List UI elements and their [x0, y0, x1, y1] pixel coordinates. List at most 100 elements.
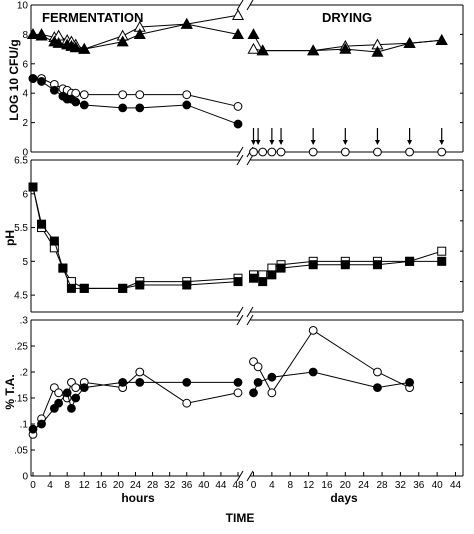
- panel-0-series-3-fermentation-point-8: [118, 103, 128, 113]
- panel-2-series-0-fermentation-point-10: [182, 398, 192, 408]
- panel-1-series-1-fermentation-point-4: [66, 283, 76, 293]
- xtick-label-days-8: 32: [395, 480, 407, 491]
- panel-0-series-2-fermentation-point-11: [233, 102, 243, 111]
- xtick-label-days-6: 24: [358, 480, 370, 491]
- plot-data: [26, 9, 448, 439]
- top-panel-arrows: [251, 128, 445, 145]
- x-title: TIME: [226, 511, 255, 525]
- panel-2-series-1-fermentation-point-6: [71, 393, 81, 403]
- panel-0-series-3-fermentation-point-9: [135, 103, 145, 113]
- panel-0-series-1-drying-point-6: [435, 34, 448, 45]
- panel-2-series-0-drying: [249, 326, 414, 398]
- panel-1-ytick-label-0: 4.5: [14, 291, 28, 302]
- panel-0-series-2-drying-point-0: [249, 147, 258, 157]
- xtick-label-hours-6: 24: [130, 480, 142, 491]
- panel-0-series-1-fermentation-point-8: [116, 35, 129, 47]
- panel-0-series-3-fermentation-point-11: [233, 119, 243, 129]
- panel-1-series-1-drying-point-6: [372, 260, 382, 270]
- arrow-head-8: [439, 140, 445, 145]
- panel-0-series-1-drying-point-2: [307, 44, 320, 56]
- panel-0-series-0-fermentation-point-11: [231, 9, 245, 20]
- panel-0-series-1-fermentation: [26, 17, 245, 54]
- arrow-head-2: [269, 140, 275, 145]
- arrow-head-4: [310, 140, 316, 145]
- xtick-label-hours-11: 44: [215, 480, 227, 491]
- panel-1-ytick-label-3: 6: [22, 189, 28, 200]
- panel-1-series-1-drying-point-7: [405, 256, 415, 266]
- ylabel-top: LOG 10 CFU/g: [7, 39, 21, 120]
- panel-2-series-1-drying-point-2: [267, 372, 277, 382]
- panel-1-series-1-fermentation-point-5: [79, 283, 89, 293]
- panel-0-ytick-label-4: 8: [22, 30, 28, 41]
- panel-0-series-0-drying-point-0: [247, 42, 260, 54]
- panel-0-series-1-fermentation-point-11: [231, 28, 245, 40]
- panel-2-series-1-fermentation-point-8: [118, 378, 128, 387]
- panel-0-series-3-fermentation-point-6: [71, 97, 81, 107]
- panel-1-series-1-fermentation-point-7: [135, 280, 145, 290]
- xtick-label-hours-8: 32: [164, 480, 176, 491]
- panel-0-series-2-fermentation-point-8: [118, 90, 128, 100]
- panel-0-series-2-fermentation-point-10: [182, 90, 192, 100]
- panel-1-series-1-fermentation-point-3: [58, 263, 68, 273]
- panel-1-series-1-fermentation-point-1: [37, 219, 47, 229]
- panel-1-series-1-drying-point-1: [258, 277, 268, 287]
- panel-1-series-1-fermentation-line: [32, 186, 239, 289]
- panel-2-ytick-label-4: .2: [20, 368, 29, 379]
- panel-2-series-1-fermentation-point-5: [67, 404, 76, 413]
- panel-2-ytick-label-3: .15: [14, 394, 28, 405]
- panel-2-series-1-fermentation-line: [32, 381, 238, 430]
- panel-2-series-1-drying-point-0: [249, 388, 258, 398]
- panel-0-series-1-fermentation-point-1: [35, 29, 48, 41]
- xtick-label-days-5: 20: [340, 480, 352, 491]
- panel-1-series-1-fermentation-point-0: [28, 182, 38, 192]
- xtick-label-hours-0: 0: [30, 480, 36, 491]
- panel-2-series-1-fermentation-point-4: [62, 388, 72, 398]
- panel-0-series-2-drying-point-1: [258, 147, 268, 157]
- panel-2-break-l-1: [236, 470, 244, 482]
- panel-2-series-1-drying-point-4: [373, 383, 382, 393]
- panel-1-series-1-drying-point-8: [437, 256, 447, 266]
- xtick-label-days-3: 12: [303, 480, 315, 491]
- panel-1-series-1-fermentation-point-8: [182, 280, 192, 290]
- xtick-label-days-1: 4: [269, 480, 275, 491]
- panel-2-ytick-label-0: 0: [22, 472, 28, 483]
- panel-0-series-2-drying-point-3: [276, 147, 286, 157]
- panel-0-break-l-1: [236, 146, 244, 158]
- panel-2-series-1-drying-point-3: [308, 367, 318, 377]
- panel-frames: [30, 0, 464, 482]
- panel-0-series-3-fermentation-point-10: [182, 100, 192, 110]
- panel-0-series-3-fermentation: [28, 74, 243, 129]
- panel-0-series-3-fermentation-point-2: [49, 85, 59, 95]
- ylabel-middle: pH: [3, 230, 17, 246]
- xtick-label-hours-9: 36: [181, 480, 193, 491]
- panel-2-series-1-fermentation-point-10: [182, 378, 192, 387]
- panel-0-ytick-label-3: 6: [22, 59, 28, 70]
- arrow-head-0: [251, 140, 256, 145]
- arrow-head-7: [407, 140, 413, 145]
- x-label-days: days: [330, 491, 358, 505]
- panel-2-series-1-fermentation-point-1: [37, 419, 46, 429]
- panel-1-series-1-drying-point-0: [249, 273, 258, 283]
- panel-2-series-1-fermentation-point-3: [54, 398, 64, 408]
- panel-2-series-1-fermentation-point-7: [79, 383, 89, 393]
- panel-0-series-2-fermentation-point-6: [71, 88, 81, 98]
- panel-2-series-1-fermentation: [28, 378, 243, 434]
- panel-0-series-1-drying-point-1: [256, 44, 269, 56]
- panel-2-break-r-0: [246, 314, 254, 326]
- panel-2-series-0-fermentation-point-3: [54, 388, 64, 398]
- panel-2-break-l-0: [236, 314, 244, 326]
- panel-2-series-0-drying-point-2: [267, 388, 277, 398]
- panel-0-ytick-label-2: 4: [22, 89, 28, 100]
- xtick-label-hours-2: 8: [64, 480, 70, 491]
- panel-0-series-1-drying-point-3: [339, 42, 352, 54]
- panel-0-series-2-fermentation-point-9: [135, 90, 145, 100]
- ylabel-bottom: % T.A.: [3, 374, 17, 409]
- panel-2-series-0-drying-line: [253, 329, 410, 394]
- arrow-head-3: [278, 140, 284, 145]
- panel-2-series-1-fermentation-point-11: [233, 378, 243, 387]
- panel-0-series-1-drying-point-5: [403, 36, 416, 48]
- panel-1-series-1-fermentation-point-6: [118, 283, 128, 293]
- panel-0-series-1-fermentation-point-9: [133, 28, 146, 40]
- panel-0-series-2-drying-point-5: [340, 147, 350, 157]
